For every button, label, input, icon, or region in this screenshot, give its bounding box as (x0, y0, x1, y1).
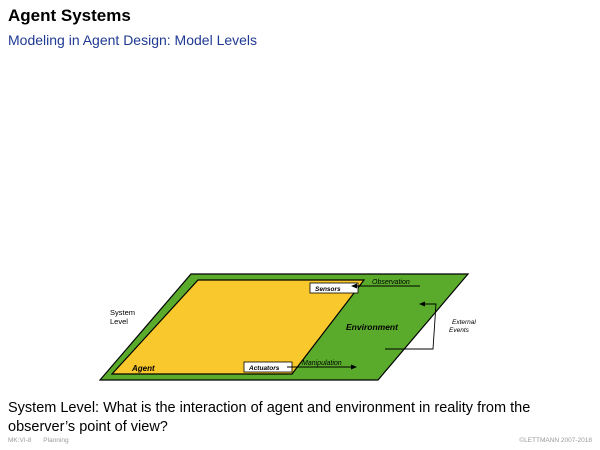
footer-course: MK:VI-8 (8, 437, 32, 444)
observation-label: Observation (372, 279, 410, 286)
question-text: System Level: What is the interaction of… (8, 400, 531, 435)
environment-label: Environment (346, 322, 399, 332)
agent-plane (110, 279, 366, 375)
sensors-label: Sensors (315, 286, 341, 293)
system-level-label-line1: System (110, 308, 135, 317)
footer-left: MK:VI-8 Planning (8, 437, 79, 444)
system-level-label-line2: Level (110, 317, 128, 326)
external-events-label-line2: Events (449, 327, 470, 334)
observation-arrow-head (351, 283, 357, 289)
external-events-label-line1: External (452, 319, 476, 326)
external-events-bracket (385, 303, 437, 350)
footer-topic: Planning (43, 437, 69, 444)
agent-label: Agent (131, 364, 155, 373)
actuators-label: Actuators (248, 365, 280, 372)
manipulation-label: Manipulation (302, 360, 342, 367)
slide-title: Agent Systems (8, 6, 131, 25)
manipulation-arrow-head (351, 364, 357, 370)
external-events-arrow-head (419, 301, 425, 307)
footer-copyright: ©LETTMANN 2007-2018 (519, 437, 592, 444)
sensors-box (309, 282, 359, 294)
slide-subtitle: Modeling in Agent Design: Model Levels (8, 32, 258, 48)
